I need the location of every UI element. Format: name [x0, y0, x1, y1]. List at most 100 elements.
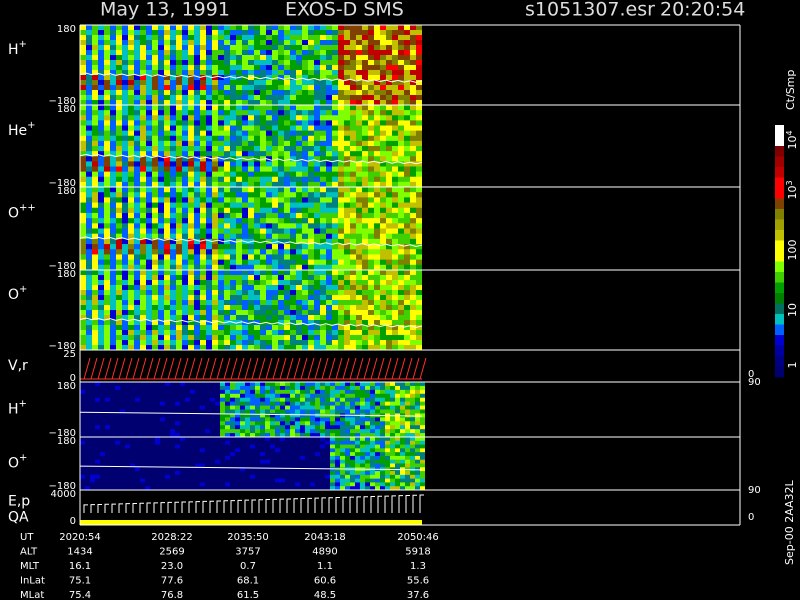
spectrogram-cell	[362, 181, 368, 188]
spectrogram-cell	[98, 140, 104, 147]
spectrogram-cell	[182, 151, 188, 157]
spectrogram-cell	[152, 115, 158, 121]
spectrogram-cell	[80, 80, 86, 86]
spectrogram-cell	[332, 305, 338, 311]
spectrogram-cell	[140, 70, 146, 76]
spectrogram-cell	[278, 130, 284, 137]
spectrogram-cell	[302, 285, 308, 291]
spectrogram-cell	[95, 482, 100, 487]
spectrogram-cell	[206, 181, 212, 188]
spectrogram-cell	[368, 95, 374, 101]
spectrogram-cell	[285, 425, 290, 430]
spectrogram-cell	[80, 259, 86, 266]
spectrogram-cell	[404, 249, 410, 255]
spectrogram-cell	[194, 115, 200, 121]
spectrogram-cell	[170, 305, 176, 311]
spectrogram-cell	[175, 393, 180, 399]
spectrogram-cell	[236, 120, 242, 126]
spectrogram-cell	[95, 459, 100, 464]
spectrogram-cell	[98, 156, 104, 162]
spectrogram-cell	[188, 95, 194, 101]
spectrogram-cell	[250, 382, 255, 387]
spectrogram-cell	[195, 425, 200, 430]
spectrogram-cell	[368, 275, 374, 281]
spectrogram-cell	[165, 478, 170, 483]
spectrogram-cell	[362, 207, 368, 214]
spectrogram-cell	[272, 345, 278, 351]
spectrogram-cell	[164, 45, 170, 51]
spectrogram-cell	[416, 70, 422, 76]
spectrogram-cell	[302, 228, 308, 235]
spectrogram-cell	[140, 25, 146, 31]
spectrogram-cell	[356, 50, 362, 56]
spectrogram-cell	[278, 305, 284, 311]
spectrogram-cell	[194, 70, 200, 76]
spectrogram-cell	[236, 187, 242, 193]
spectrogram-cell	[254, 187, 260, 193]
spectrogram-cell	[180, 417, 185, 422]
spectrogram-cell	[140, 421, 145, 426]
spectrogram-cell	[218, 197, 224, 204]
spectrogram-cell	[302, 171, 308, 178]
spectrogram-cell	[368, 151, 374, 157]
spectrogram-cell	[305, 429, 310, 434]
spectrogram-cell	[326, 171, 332, 178]
spectrogram-cell	[194, 90, 200, 96]
spectrogram-cell	[140, 120, 146, 126]
spectrogram-cell	[116, 270, 122, 276]
spectrogram-cell	[380, 409, 385, 414]
spectrogram-cell	[266, 80, 272, 86]
spectrogram-cell	[176, 295, 182, 301]
spectrogram-cell	[338, 285, 344, 291]
spectrogram-cell	[146, 228, 152, 235]
spectrogram-cell	[404, 125, 410, 132]
spectrogram-cell	[350, 110, 356, 116]
spectrogram-cell	[302, 315, 308, 321]
spectrogram-cell	[185, 425, 190, 430]
spectrogram-cell	[212, 264, 218, 271]
spectrogram-cell	[130, 474, 135, 480]
spectrogram-cell	[140, 448, 145, 453]
spectrogram-cell	[330, 385, 335, 391]
spectrogram-cell	[344, 35, 350, 41]
spectrogram-cell	[120, 440, 125, 446]
spectrogram-cell	[165, 482, 170, 487]
spectrogram-cell	[140, 125, 146, 132]
spectrogram-cell	[218, 156, 224, 162]
spectrogram-cell	[278, 120, 284, 126]
spectrogram-cell	[350, 35, 356, 41]
spectrogram-cell	[344, 335, 350, 341]
spectrogram-cell	[270, 421, 275, 426]
spectrogram-cell	[326, 325, 332, 331]
spectrogram-cell	[420, 421, 425, 426]
spectrogram-cell	[314, 244, 320, 250]
spectrogram-cell	[290, 300, 296, 306]
spectrogram-cell	[404, 187, 410, 193]
spectrogram-cell	[266, 275, 272, 281]
spectrogram-cell	[128, 95, 134, 101]
spectrogram-cell	[176, 80, 182, 86]
spectrogram-cell	[290, 25, 296, 31]
spectrogram-cell	[356, 330, 362, 336]
spectrogram-cell	[345, 425, 350, 430]
spectrogram-cell	[206, 55, 212, 61]
spectrogram-cell	[212, 181, 218, 188]
spectrogram-cell	[218, 30, 224, 36]
spectrogram-cell	[410, 385, 415, 391]
spectrogram-cell	[332, 280, 338, 286]
spectrogram-cell	[368, 330, 374, 336]
spectrogram-cell	[160, 482, 165, 487]
spectrogram-cell	[110, 467, 115, 472]
spectrogram-cell	[155, 425, 160, 430]
spectrogram-cell	[332, 171, 338, 178]
spectrogram-cell	[212, 305, 218, 311]
spectrogram-cell	[326, 80, 332, 86]
spectrogram-cell	[416, 335, 422, 341]
spectrogram-cell	[224, 45, 230, 51]
spectrogram-cell	[128, 181, 134, 188]
spectrogram-cell	[385, 385, 390, 391]
spectrogram-cell	[152, 151, 158, 157]
spectrogram-cell	[140, 156, 146, 162]
spectrogram-cell	[404, 90, 410, 96]
spectrogram-cell	[344, 146, 350, 152]
